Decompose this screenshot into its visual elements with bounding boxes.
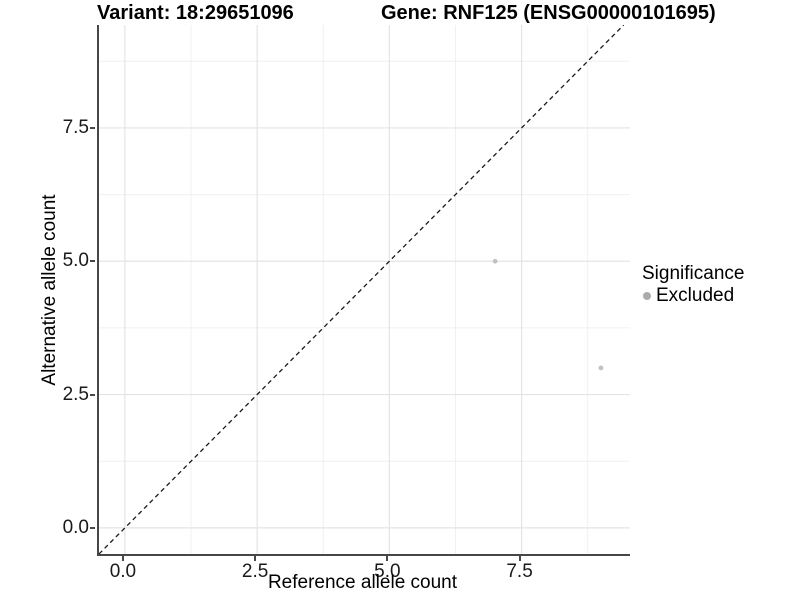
x-tick-label: 2.5 — [241, 561, 269, 582]
y-tick-label: 5.0 — [62, 250, 89, 272]
x-axis-title: Reference allele count — [267, 572, 458, 593]
y-tick-mark — [90, 526, 95, 529]
plot-canvas — [99, 25, 630, 554]
data-point — [598, 365, 604, 371]
x-tick-mark — [121, 556, 124, 561]
x-tick-mark — [386, 556, 389, 561]
legend-item-label: Excluded — [656, 285, 735, 306]
plot-title-variant: Variant: 18:29651096 — [97, 2, 294, 24]
plot-panel — [97, 25, 630, 556]
x-tick-mark — [254, 556, 257, 561]
x-tick-label: 0.0 — [109, 561, 137, 582]
y-tick-label: 0.0 — [62, 516, 89, 538]
legend-title: Significance — [642, 263, 745, 284]
y-tick-label: 7.5 — [62, 116, 89, 138]
legend-point-icon — [643, 292, 651, 300]
y-tick-mark — [90, 393, 95, 396]
x-tick-label: 5.0 — [374, 561, 401, 582]
y-tick-mark — [90, 126, 95, 129]
x-tick-label: 7.5 — [506, 561, 533, 582]
legend: Significance Excluded — [640, 263, 744, 306]
identity-reference-line — [99, 25, 625, 554]
legend-item-excluded: Excluded — [640, 286, 744, 306]
y-axis-title: Alternative allele count — [39, 194, 60, 386]
plot-title-gene: Gene: RNF125 (ENSG00000101695) — [381, 2, 716, 24]
data-point — [492, 258, 498, 264]
y-tick-label: 2.5 — [62, 383, 89, 405]
x-tick-mark — [518, 556, 521, 561]
y-tick-mark — [90, 260, 95, 263]
